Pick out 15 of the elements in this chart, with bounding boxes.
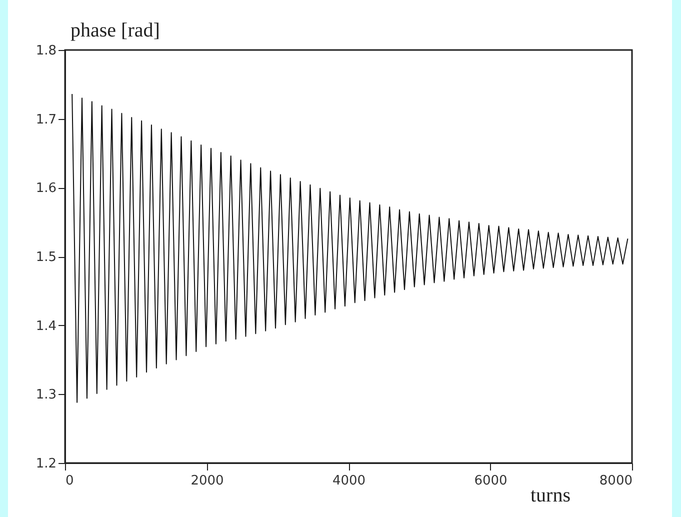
line-series bbox=[72, 94, 628, 403]
x-tick-label: 2000 bbox=[190, 474, 224, 488]
y-tick-label: 1.3 bbox=[36, 388, 56, 403]
y-axis-title: phase [rad] bbox=[70, 20, 160, 42]
y-tick-label: 1.2 bbox=[36, 456, 56, 472]
y-tick-label: 1.7 bbox=[36, 112, 56, 128]
y-tick-label: 1.8 bbox=[36, 44, 56, 58]
x-tick-label: 0 bbox=[66, 474, 74, 488]
x-axis-title: turns bbox=[530, 484, 571, 506]
y-tick-label: 1.5 bbox=[36, 250, 56, 265]
x-tick-label: 8000 bbox=[599, 474, 632, 488]
x-tick-label: 4000 bbox=[332, 474, 366, 488]
y-tick-label: 1.4 bbox=[36, 318, 56, 334]
x-tick-label: 6000 bbox=[474, 474, 508, 488]
y-tick-label: 1.6 bbox=[36, 181, 56, 196]
